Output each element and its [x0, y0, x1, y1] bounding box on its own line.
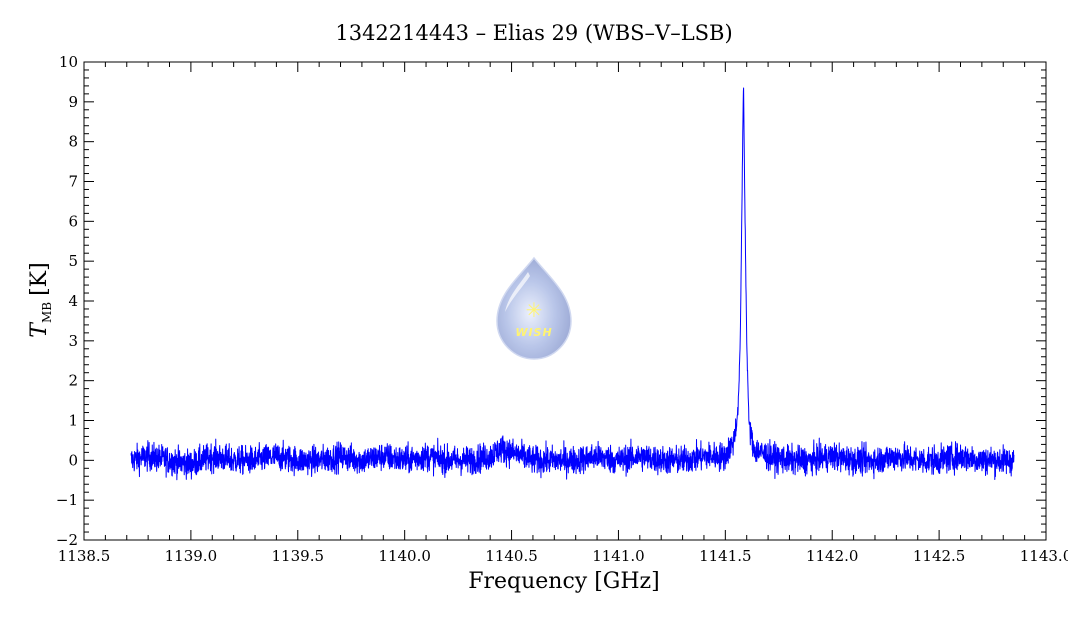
svg-text:TMB[K]: TMB [K]	[27, 262, 54, 337]
x-axis-label: Frequency [GHz]	[468, 569, 660, 594]
x-tick-label: 1139.5	[272, 547, 325, 565]
y-tick-label: 6	[68, 212, 78, 230]
y-tick-label: 10	[59, 53, 78, 71]
x-tick-label: 1138.5	[58, 547, 111, 565]
x-tick-label: 1139.0	[165, 547, 218, 565]
x-tick-label: 1141.5	[699, 547, 752, 565]
y-tick-label: 9	[68, 93, 78, 111]
y-tick-label: 3	[68, 332, 78, 350]
y-tick-label: 1	[68, 412, 78, 430]
y-tick-label: −2	[56, 531, 78, 549]
y-tick-label: 4	[68, 292, 78, 310]
y-axis-label-main: T	[27, 321, 52, 338]
star-icon: ✳	[526, 298, 543, 322]
x-tick-label: 1140.5	[485, 547, 538, 565]
spectrum-series-line	[130, 87, 1015, 481]
y-axis-label-sub: MB	[40, 302, 54, 323]
y-tick-label: 2	[68, 372, 78, 390]
chart-title: 1342214443 – Elias 29 (WBS–V–LSB)	[335, 21, 732, 45]
y-axis-label: TMB [K]	[27, 262, 54, 337]
drop-highlight	[505, 272, 530, 312]
x-tick-label: 1142.0	[806, 547, 859, 565]
y-tick-label: −1	[56, 491, 78, 509]
y-tick-label: 5	[68, 252, 78, 270]
x-tick-label: 1140.0	[378, 547, 431, 565]
y-axis-label-unit: [K]	[27, 262, 52, 296]
x-tick-label: 1143.0	[1020, 547, 1068, 565]
y-axis: −2 −1 0 1 2 3 4 5 6 7 8 9 10	[56, 53, 1046, 549]
water-drop-icon	[496, 256, 572, 360]
wish-logo: ✳ WISH	[496, 256, 572, 360]
wish-logo-text: WISH	[515, 326, 552, 339]
x-tick-label: 1142.5	[913, 547, 966, 565]
x-tick-label: 1141.0	[592, 547, 645, 565]
y-tick-label: 7	[68, 173, 78, 191]
x-axis: 1138.5 1139.0 1139.5 1140.0 1140.5 1141.0 1141…	[58, 62, 1068, 565]
y-tick-label: 8	[68, 133, 78, 151]
y-tick-label: 0	[68, 451, 78, 469]
